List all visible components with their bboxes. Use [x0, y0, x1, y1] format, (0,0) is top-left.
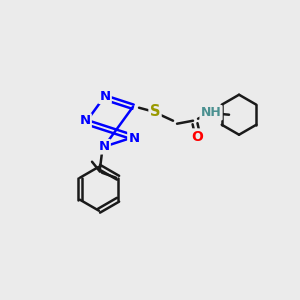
Text: NH: NH — [201, 106, 221, 119]
Text: N: N — [98, 140, 110, 153]
Text: N: N — [80, 115, 91, 128]
Text: N: N — [128, 132, 140, 145]
Text: O: O — [191, 130, 203, 144]
Text: N: N — [99, 90, 110, 103]
Text: S: S — [150, 104, 160, 119]
